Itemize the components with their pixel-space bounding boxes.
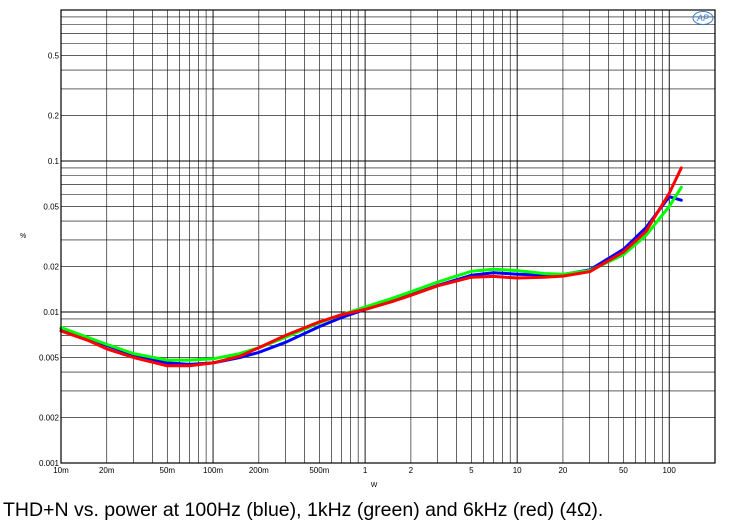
x-axis-label: W [371,482,378,489]
series-line-0 [59,195,683,366]
y-tick-label: 0.02 [43,263,59,272]
x-tick-label: 50m [160,466,176,475]
x-tick-label: 50 [619,466,628,475]
series-line-1 [59,185,683,362]
x-tick-label: 10m [53,466,69,475]
x-tick-label: 200m [249,466,269,475]
major-gridlines [60,9,715,464]
series-layer [59,166,683,368]
y-axis-label: % [20,233,26,240]
x-tick-label: 10 [513,466,522,475]
y-tick-label: 0.01 [43,308,59,317]
x-tick-label: 2 [409,466,414,475]
x-tick-labels: 10m 20m 50m 100m 200m 500m 1 2 5 10 20 50 100 [53,466,676,475]
series-line-2 [59,166,683,368]
x-tick-label: 5 [469,466,474,475]
x-tick-label: 20m [99,466,115,475]
y-tick-labels: 0.001 0.002 0.005 0.01 0.02 0.05 0.1 0.2 0.5 [39,51,60,468]
logo-text: AP [696,13,709,23]
x-tick-label: 20 [558,466,567,475]
ap-logo-icon: AP [692,11,714,25]
minor-gridlines [61,10,716,463]
x-tick-label: 100 [663,466,677,475]
figure-caption: THD+N vs. power at 100Hz (blue), 1kHz (g… [3,499,604,521]
y-tick-label: 0.005 [39,353,60,362]
y-tick-label: 0.05 [43,202,59,211]
x-tick-label: 500m [309,466,329,475]
thd-power-chart: 10m 20m 50m 100m 200m 500m 1 2 5 10 20 50 100 0.0010… [20,9,716,489]
y-tick-label: 0.2 [48,112,60,121]
y-tick-label: 0.001 [39,459,60,468]
y-tick-label: 0.002 [39,414,60,423]
y-tick-label: 0.1 [48,157,60,166]
x-tick-label: 1 [363,466,368,475]
plot-frame [60,9,716,464]
x-tick-label: 100m [203,466,223,475]
y-tick-label: 0.5 [48,51,60,60]
